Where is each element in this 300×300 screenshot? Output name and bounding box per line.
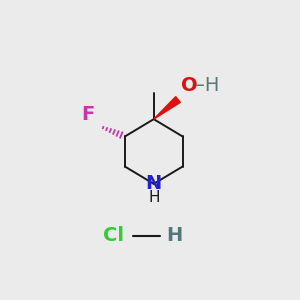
Text: H: H: [148, 190, 160, 205]
Text: –H: –H: [195, 76, 220, 95]
Text: N: N: [146, 174, 162, 193]
Text: H: H: [167, 226, 183, 245]
Text: Cl: Cl: [103, 226, 124, 245]
Text: O: O: [181, 76, 197, 95]
Text: F: F: [82, 105, 95, 124]
Polygon shape: [154, 97, 180, 119]
